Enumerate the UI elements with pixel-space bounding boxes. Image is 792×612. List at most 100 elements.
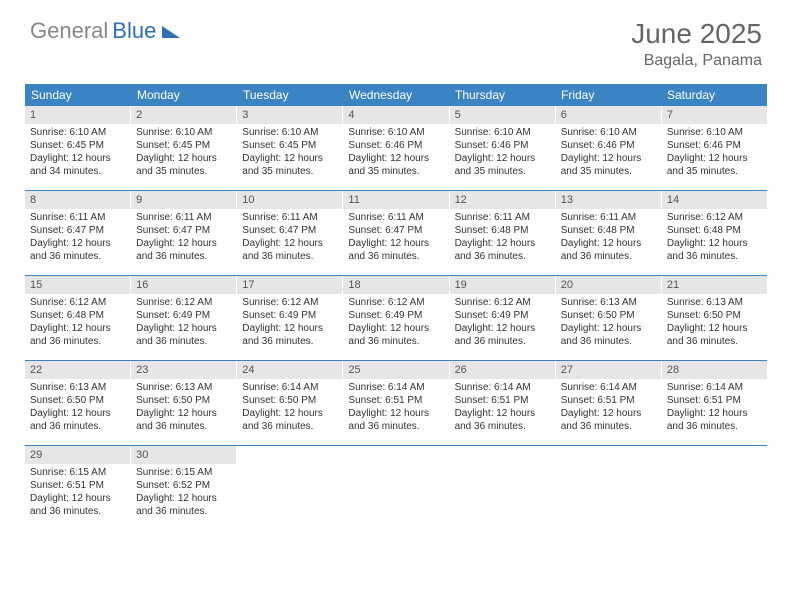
sunrise-text: Sunrise: 6:10 AM [667,126,762,139]
sunset-text: Sunset: 6:47 PM [242,224,337,237]
sunrise-text: Sunrise: 6:14 AM [561,381,656,394]
daylight-text: Daylight: 12 hours and 36 minutes. [242,237,337,263]
page-header: GeneralBlue June 2025 Bagala, Panama [0,0,792,78]
day-number: 7 [662,106,767,124]
day-body: Sunrise: 6:12 AMSunset: 6:49 PMDaylight:… [131,294,236,353]
sunset-text: Sunset: 6:51 PM [455,394,550,407]
day-body: Sunrise: 6:13 AMSunset: 6:50 PMDaylight:… [131,379,236,438]
day-body: Sunrise: 6:15 AMSunset: 6:51 PMDaylight:… [25,464,130,523]
week-row: 15Sunrise: 6:12 AMSunset: 6:48 PMDayligh… [25,276,767,361]
daylight-text: Daylight: 12 hours and 36 minutes. [561,322,656,348]
day-number: 17 [237,276,342,294]
daylight-text: Daylight: 12 hours and 36 minutes. [667,407,762,433]
day-cell: 10Sunrise: 6:11 AMSunset: 6:47 PMDayligh… [237,191,343,275]
sunset-text: Sunset: 6:51 PM [30,479,125,492]
daylight-text: Daylight: 12 hours and 36 minutes. [348,237,443,263]
sunrise-text: Sunrise: 6:10 AM [455,126,550,139]
sunset-text: Sunset: 6:50 PM [242,394,337,407]
sunset-text: Sunset: 6:48 PM [561,224,656,237]
day-body: Sunrise: 6:11 AMSunset: 6:47 PMDaylight:… [237,209,342,268]
day-body: Sunrise: 6:10 AMSunset: 6:46 PMDaylight:… [450,124,555,183]
sunrise-text: Sunrise: 6:13 AM [136,381,231,394]
day-cell: 18Sunrise: 6:12 AMSunset: 6:49 PMDayligh… [343,276,449,360]
day-number: 9 [131,191,236,209]
day-body: Sunrise: 6:14 AMSunset: 6:51 PMDaylight:… [662,379,767,438]
daylight-text: Daylight: 12 hours and 35 minutes. [561,152,656,178]
sunset-text: Sunset: 6:51 PM [348,394,443,407]
day-number: 8 [25,191,130,209]
week-row: 8Sunrise: 6:11 AMSunset: 6:47 PMDaylight… [25,191,767,276]
day-cell: 24Sunrise: 6:14 AMSunset: 6:50 PMDayligh… [237,361,343,445]
sunset-text: Sunset: 6:49 PM [455,309,550,322]
day-body: Sunrise: 6:12 AMSunset: 6:49 PMDaylight:… [343,294,448,353]
sunset-text: Sunset: 6:50 PM [30,394,125,407]
day-number: 22 [25,361,130,379]
day-body: Sunrise: 6:10 AMSunset: 6:46 PMDaylight:… [662,124,767,183]
daylight-text: Daylight: 12 hours and 36 minutes. [30,237,125,263]
day-cell: 9Sunrise: 6:11 AMSunset: 6:47 PMDaylight… [131,191,237,275]
day-cell: 8Sunrise: 6:11 AMSunset: 6:47 PMDaylight… [25,191,131,275]
day-cell: 19Sunrise: 6:12 AMSunset: 6:49 PMDayligh… [450,276,556,360]
sunrise-text: Sunrise: 6:10 AM [242,126,337,139]
daylight-text: Daylight: 12 hours and 36 minutes. [242,407,337,433]
day-number: 29 [25,446,130,464]
day-body: Sunrise: 6:10 AMSunset: 6:45 PMDaylight:… [131,124,236,183]
day-body: Sunrise: 6:14 AMSunset: 6:50 PMDaylight:… [237,379,342,438]
sunrise-text: Sunrise: 6:10 AM [348,126,443,139]
day-cell: 17Sunrise: 6:12 AMSunset: 6:49 PMDayligh… [237,276,343,360]
weekday-header-cell: Thursday [449,84,555,106]
daylight-text: Daylight: 12 hours and 35 minutes. [242,152,337,178]
week-row: 29Sunrise: 6:15 AMSunset: 6:51 PMDayligh… [25,446,767,530]
weekday-header-row: SundayMondayTuesdayWednesdayThursdayFrid… [25,84,767,106]
day-number: 23 [131,361,236,379]
day-body: Sunrise: 6:12 AMSunset: 6:48 PMDaylight:… [662,209,767,268]
sunrise-text: Sunrise: 6:11 AM [561,211,656,224]
sunrise-text: Sunrise: 6:11 AM [455,211,550,224]
day-number: 16 [131,276,236,294]
day-body: Sunrise: 6:12 AMSunset: 6:49 PMDaylight:… [237,294,342,353]
day-number: 18 [343,276,448,294]
daylight-text: Daylight: 12 hours and 35 minutes. [348,152,443,178]
daylight-text: Daylight: 12 hours and 36 minutes. [348,407,443,433]
sunrise-text: Sunrise: 6:12 AM [667,211,762,224]
sunset-text: Sunset: 6:48 PM [667,224,762,237]
sunrise-text: Sunrise: 6:15 AM [30,466,125,479]
day-number: 21 [662,276,767,294]
day-cell: 6Sunrise: 6:10 AMSunset: 6:46 PMDaylight… [556,106,662,190]
sunset-text: Sunset: 6:48 PM [30,309,125,322]
month-title: June 2025 [631,18,762,50]
sunrise-text: Sunrise: 6:11 AM [136,211,231,224]
daylight-text: Daylight: 12 hours and 36 minutes. [242,322,337,348]
day-cell: 23Sunrise: 6:13 AMSunset: 6:50 PMDayligh… [131,361,237,445]
day-cell [237,446,343,530]
day-number: 25 [343,361,448,379]
logo-text-part1: General [30,18,108,44]
day-number: 13 [556,191,661,209]
sunrise-text: Sunrise: 6:10 AM [136,126,231,139]
day-body: Sunrise: 6:10 AMSunset: 6:46 PMDaylight:… [556,124,661,183]
daylight-text: Daylight: 12 hours and 35 minutes. [136,152,231,178]
day-cell: 15Sunrise: 6:12 AMSunset: 6:48 PMDayligh… [25,276,131,360]
daylight-text: Daylight: 12 hours and 36 minutes. [136,492,231,518]
day-cell: 7Sunrise: 6:10 AMSunset: 6:46 PMDaylight… [662,106,767,190]
day-cell: 25Sunrise: 6:14 AMSunset: 6:51 PMDayligh… [343,361,449,445]
sunrise-text: Sunrise: 6:10 AM [561,126,656,139]
day-body: Sunrise: 6:10 AMSunset: 6:46 PMDaylight:… [343,124,448,183]
day-cell: 2Sunrise: 6:10 AMSunset: 6:45 PMDaylight… [131,106,237,190]
daylight-text: Daylight: 12 hours and 34 minutes. [30,152,125,178]
day-number: 26 [450,361,555,379]
day-cell: 29Sunrise: 6:15 AMSunset: 6:51 PMDayligh… [25,446,131,530]
day-cell: 5Sunrise: 6:10 AMSunset: 6:46 PMDaylight… [450,106,556,190]
daylight-text: Daylight: 12 hours and 36 minutes. [455,407,550,433]
daylight-text: Daylight: 12 hours and 36 minutes. [455,237,550,263]
day-number: 2 [131,106,236,124]
day-body: Sunrise: 6:10 AMSunset: 6:45 PMDaylight:… [237,124,342,183]
day-body: Sunrise: 6:14 AMSunset: 6:51 PMDaylight:… [450,379,555,438]
sunrise-text: Sunrise: 6:11 AM [30,211,125,224]
day-cell: 28Sunrise: 6:14 AMSunset: 6:51 PMDayligh… [662,361,767,445]
logo: GeneralBlue [30,18,180,44]
sunrise-text: Sunrise: 6:13 AM [667,296,762,309]
day-number: 1 [25,106,130,124]
daylight-text: Daylight: 12 hours and 36 minutes. [30,322,125,348]
sunrise-text: Sunrise: 6:14 AM [242,381,337,394]
